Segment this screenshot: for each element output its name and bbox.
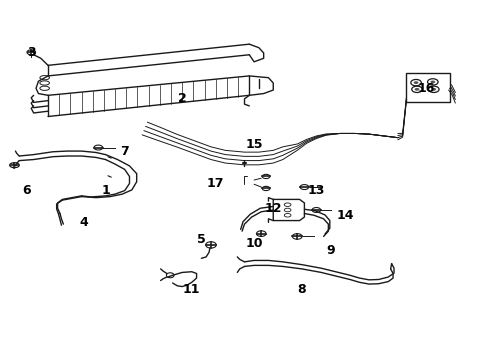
Text: 9: 9 [326,244,334,257]
Text: 11: 11 [183,283,200,296]
Bar [406,73,448,102]
Text: 2: 2 [178,93,186,105]
Text: 16: 16 [417,82,434,95]
Ellipse shape [429,81,434,83]
Text: 5: 5 [197,234,205,247]
Text: 14: 14 [336,209,353,222]
Text: 13: 13 [307,184,325,197]
Text: 1: 1 [101,184,110,197]
Text: 7: 7 [120,145,129,158]
Ellipse shape [430,88,435,91]
Text: 12: 12 [264,202,282,215]
Ellipse shape [413,81,418,84]
Ellipse shape [414,88,419,91]
Text: 10: 10 [245,237,262,250]
Text: 6: 6 [22,184,31,197]
Text: 17: 17 [206,177,224,190]
Text: 8: 8 [297,283,305,296]
Text: 4: 4 [80,216,88,229]
Text: 3: 3 [27,46,36,59]
Text: 15: 15 [245,138,262,151]
